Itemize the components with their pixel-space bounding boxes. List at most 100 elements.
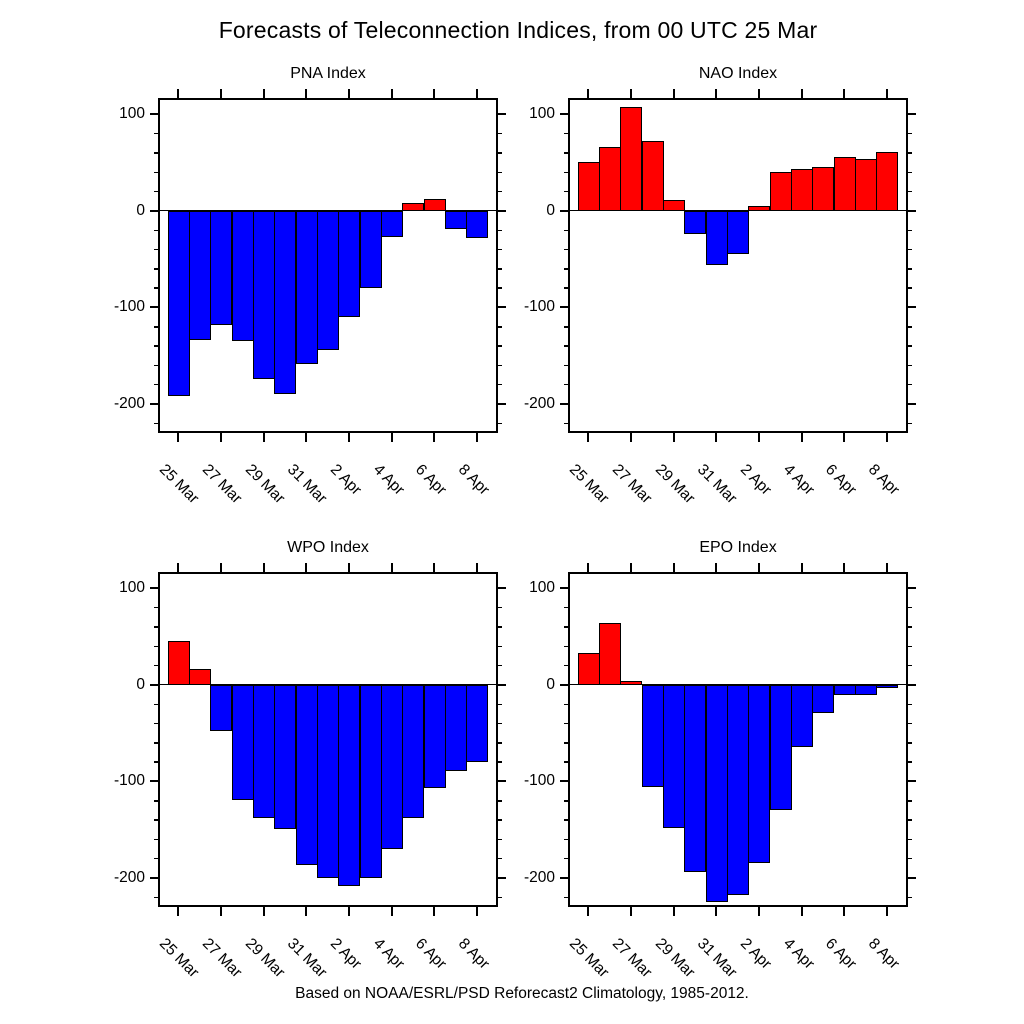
y-tick-minor — [908, 422, 912, 425]
y-tick-major — [908, 780, 916, 783]
y-tick-minor — [154, 722, 158, 725]
panel-wpo-index: WPO Index 100 0 -100 -200 25 Mar 27 Mar 29 Mar… — [114, 539, 506, 981]
x-tick — [305, 563, 308, 572]
bar-pna-2 — [210, 210, 233, 325]
x-tick — [305, 89, 308, 98]
y-tick-minor — [564, 229, 568, 231]
y-tick-minor — [154, 345, 158, 347]
x-tick-label: 31 Mar — [694, 461, 741, 508]
y-tick-label: 100 — [119, 579, 145, 597]
x-tick — [262, 907, 265, 916]
y-tick-minor — [564, 819, 568, 821]
y-tick-major — [498, 113, 506, 116]
y-tick-minor — [564, 703, 568, 705]
y-tick-minor — [564, 722, 568, 725]
y-tick-minor — [908, 838, 912, 841]
y-tick-label: -200 — [523, 395, 555, 413]
y-tick-label: -100 — [113, 298, 145, 316]
x-tick — [587, 89, 590, 98]
x-tick — [177, 89, 180, 98]
bar-nao-4 — [662, 200, 686, 211]
y-tick-minor — [564, 171, 568, 174]
y-tick-minor — [498, 190, 502, 193]
y-tick-minor — [154, 703, 158, 705]
y-tick-label: -100 — [523, 772, 555, 790]
x-tick-label: 6 Apr — [412, 461, 450, 499]
y-tick-minor — [908, 364, 912, 367]
x-tick — [629, 907, 632, 916]
y-tick-major — [908, 209, 916, 212]
y-tick-minor — [908, 761, 912, 763]
y-tick-minor — [498, 645, 502, 648]
x-tick-label: 29 Mar — [651, 935, 698, 982]
y-tick-minor — [498, 896, 502, 899]
x-tick — [262, 433, 265, 442]
x-tick — [475, 907, 478, 916]
x-tick — [715, 89, 718, 98]
x-tick — [219, 89, 222, 98]
bar-pna-0 — [167, 210, 190, 397]
x-tick — [885, 433, 888, 442]
x-tick — [305, 433, 308, 442]
y-tick-major — [560, 306, 568, 309]
bar-wpo-11 — [402, 684, 425, 819]
y-tick-minor — [498, 761, 502, 763]
x-tick — [177, 433, 180, 442]
y-tick-minor — [154, 171, 158, 174]
y-tick-minor — [908, 326, 912, 328]
x-tick-label: 25 Mar — [156, 935, 203, 982]
y-tick-minor — [154, 838, 158, 841]
y-tick-minor — [154, 422, 158, 425]
x-tick — [475, 563, 478, 572]
y-tick-minor — [908, 287, 912, 289]
bar-nao-0 — [577, 161, 600, 211]
x-tick-label: 31 Mar — [284, 461, 331, 508]
y-tick-minor — [498, 422, 502, 425]
bar-pna-10 — [380, 210, 404, 238]
x-tick-label: 27 Mar — [608, 935, 655, 982]
y-tick-label: 100 — [529, 105, 555, 123]
x-tick-label: 25 Mar — [566, 935, 613, 982]
y-tick-minor — [154, 132, 158, 135]
x-tick — [219, 433, 222, 442]
y-tick-minor — [154, 742, 158, 744]
y-tick-minor — [908, 345, 912, 347]
y-tick-major — [150, 877, 158, 880]
x-tick — [843, 89, 846, 98]
y-tick-major — [908, 113, 916, 116]
x-tick — [715, 907, 718, 916]
y-tick-minor — [564, 326, 568, 328]
x-tick — [800, 563, 803, 572]
y-tick-major — [498, 403, 506, 406]
x-tick — [629, 563, 632, 572]
bar-epo-9 — [769, 684, 792, 811]
x-tick — [177, 907, 180, 916]
y-tick-minor — [564, 383, 568, 386]
bar-pna-3 — [231, 210, 254, 342]
bar-wpo-12 — [423, 684, 446, 789]
bar-nao-8 — [748, 206, 771, 211]
y-tick-minor — [498, 606, 502, 609]
y-tick-major — [908, 306, 916, 309]
y-tick-major — [498, 780, 506, 783]
x-tick — [800, 433, 803, 442]
y-tick-minor — [908, 248, 912, 251]
x-tick-label: 31 Mar — [284, 935, 331, 982]
panel-title-wpo: WPO Index — [287, 539, 369, 556]
bar-epo-14 — [876, 684, 899, 688]
bar-wpo-9 — [359, 684, 382, 879]
x-tick — [475, 89, 478, 98]
y-tick-minor — [498, 383, 502, 386]
y-tick-label: 0 — [136, 201, 145, 219]
bar-nao-6 — [705, 210, 728, 266]
bar-pna-4 — [252, 210, 276, 379]
y-tick-minor — [908, 229, 912, 231]
y-tick-label: 0 — [136, 675, 145, 693]
bar-nao-10 — [790, 169, 814, 211]
bar-wpo-6 — [295, 684, 318, 866]
figure-caption: Based on NOAA/ESRL/PSD Reforecast2 Clima… — [295, 985, 749, 1002]
y-tick-minor — [498, 857, 502, 860]
x-tick-label: 29 Mar — [241, 935, 288, 982]
y-tick-minor — [154, 896, 158, 899]
x-tick — [672, 563, 675, 572]
